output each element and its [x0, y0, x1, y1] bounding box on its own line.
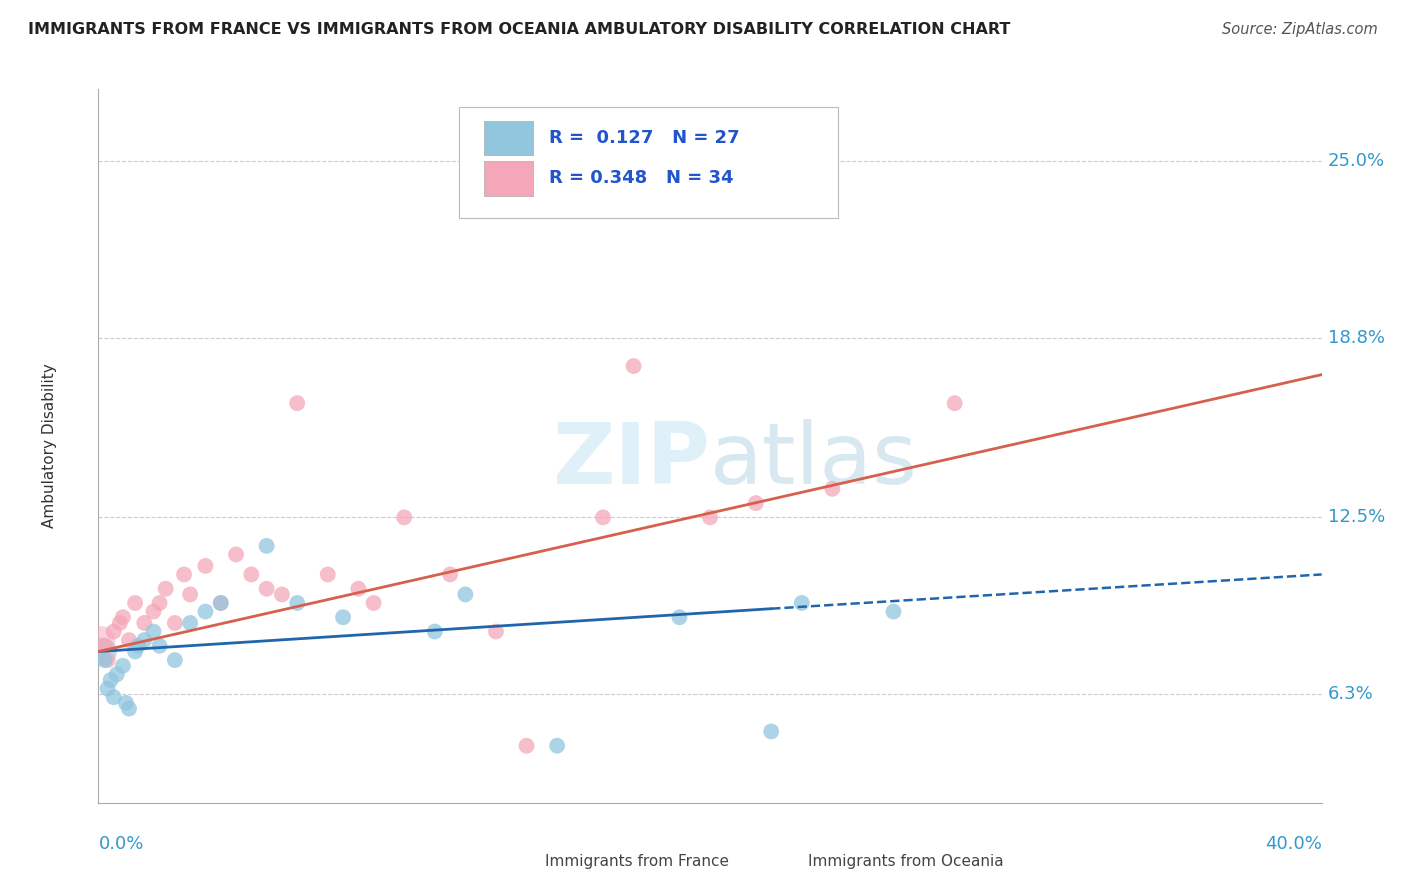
- Point: [149, 596, 172, 610]
- Point: [127, 639, 149, 653]
- Point: [149, 639, 172, 653]
- Point: [103, 624, 125, 639]
- Point: [105, 667, 128, 681]
- Point: [270, 587, 294, 601]
- Point: [173, 567, 195, 582]
- Point: [790, 596, 813, 610]
- Point: [155, 582, 177, 596]
- Text: 40.0%: 40.0%: [1265, 835, 1322, 853]
- Point: [592, 510, 614, 524]
- Point: [163, 653, 186, 667]
- Point: [179, 615, 201, 630]
- Text: Immigrants from France: Immigrants from France: [546, 854, 728, 869]
- Point: [745, 496, 768, 510]
- Point: [240, 567, 263, 582]
- Text: Source: ZipAtlas.com: Source: ZipAtlas.com: [1222, 22, 1378, 37]
- Point: [163, 615, 186, 630]
- Point: [285, 396, 308, 410]
- Point: [285, 596, 308, 610]
- Text: 6.3%: 6.3%: [1327, 685, 1374, 703]
- Point: [668, 610, 690, 624]
- Text: 12.5%: 12.5%: [1327, 508, 1385, 526]
- Text: 25.0%: 25.0%: [1327, 152, 1385, 169]
- Point: [516, 739, 538, 753]
- Text: R =  0.127   N = 27: R = 0.127 N = 27: [548, 128, 740, 146]
- Text: 0.0%: 0.0%: [98, 835, 143, 853]
- Text: atlas: atlas: [710, 418, 918, 502]
- Point: [546, 739, 568, 753]
- Point: [134, 615, 156, 630]
- Point: [454, 587, 477, 601]
- Text: Ambulatory Disability: Ambulatory Disability: [42, 364, 58, 528]
- Point: [115, 696, 138, 710]
- Point: [761, 724, 783, 739]
- Point: [883, 605, 905, 619]
- Point: [142, 605, 165, 619]
- Point: [97, 653, 120, 667]
- Point: [90, 633, 112, 648]
- Point: [179, 587, 201, 601]
- Point: [194, 558, 217, 573]
- Point: [124, 596, 146, 610]
- Point: [943, 396, 966, 410]
- Point: [194, 605, 217, 619]
- Text: ZIP: ZIP: [553, 418, 710, 502]
- FancyBboxPatch shape: [484, 161, 533, 195]
- FancyBboxPatch shape: [484, 120, 533, 155]
- Point: [225, 548, 247, 562]
- Point: [97, 681, 120, 696]
- Text: Immigrants from Oceania: Immigrants from Oceania: [808, 854, 1004, 869]
- Point: [103, 690, 125, 705]
- Point: [485, 624, 508, 639]
- Point: [256, 539, 278, 553]
- Point: [332, 610, 354, 624]
- Point: [423, 624, 446, 639]
- Point: [209, 596, 232, 610]
- Point: [623, 359, 645, 373]
- Point: [111, 610, 134, 624]
- Point: [93, 653, 115, 667]
- Point: [699, 510, 721, 524]
- Text: IMMIGRANTS FROM FRANCE VS IMMIGRANTS FROM OCEANIA AMBULATORY DISABILITY CORRELAT: IMMIGRANTS FROM FRANCE VS IMMIGRANTS FRO…: [28, 22, 1011, 37]
- Point: [124, 644, 146, 658]
- Point: [439, 567, 461, 582]
- Point: [93, 639, 115, 653]
- Point: [392, 510, 416, 524]
- FancyBboxPatch shape: [765, 851, 800, 872]
- Point: [134, 633, 156, 648]
- Point: [118, 633, 141, 648]
- Point: [347, 582, 370, 596]
- FancyBboxPatch shape: [460, 107, 838, 218]
- Point: [363, 596, 385, 610]
- Text: 18.8%: 18.8%: [1327, 328, 1385, 346]
- Point: [100, 673, 122, 687]
- Point: [209, 596, 232, 610]
- Point: [142, 624, 165, 639]
- Point: [118, 701, 141, 715]
- Text: R = 0.348   N = 34: R = 0.348 N = 34: [548, 169, 733, 187]
- Point: [256, 582, 278, 596]
- FancyBboxPatch shape: [502, 851, 536, 872]
- Point: [821, 482, 844, 496]
- Point: [91, 644, 114, 658]
- Point: [108, 615, 131, 630]
- Point: [111, 658, 134, 673]
- Point: [316, 567, 339, 582]
